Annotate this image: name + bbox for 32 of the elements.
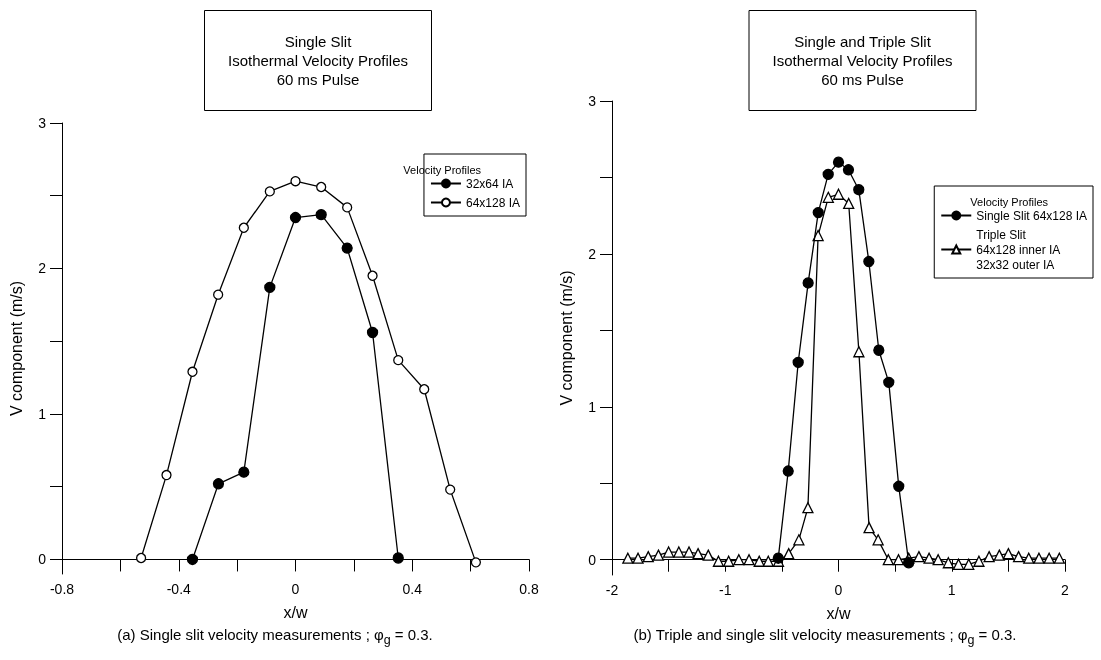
y-tick-label: 2 [38, 260, 47, 277]
x-tick-label: -1 [719, 582, 732, 598]
y-axis-title: V component (m/s) [7, 280, 25, 417]
y-tick-label: 1 [38, 405, 47, 422]
legend-title: Velocity Profiles [970, 195, 1049, 208]
y-tick-label: 1 [588, 398, 597, 415]
chart-title: Single Slit Isothermal Velocity Profiles 60 ms Pulse [227, 33, 409, 88]
x-tick-label: 0 [834, 582, 843, 598]
x-tick-label: 0.4 [402, 581, 423, 597]
legend-label: Single Slit 64x128 IA [976, 208, 1088, 223]
x-axis-title: x/w [826, 604, 851, 622]
x-axis-title: x/w [283, 603, 308, 621]
legend-title: Velocity Profiles [403, 163, 482, 176]
y-tick-label: 0 [38, 551, 47, 568]
y-axis-title: V component (m/s) [557, 270, 575, 406]
y-tick-label: 3 [38, 115, 47, 131]
y-tick-label: 3 [588, 93, 597, 109]
text: (b) Triple and single slit velocity measurements ; φ$_{g}$ = 0.3. [632, 626, 1018, 647]
legend-label: 32x64 IA [465, 176, 514, 191]
legend-label: Triple Slit 64x128 inner IA 32x32 outer IA [976, 227, 1061, 272]
legend-label: 64x128 IA [465, 195, 521, 210]
chart-title: Single and Triple Slit Isothermal Velocity Profiles 60 ms Pulse [772, 33, 953, 88]
x-tick-label: 1 [947, 582, 956, 598]
x-tick-label: 2 [1061, 582, 1070, 598]
x-tick-label: -0.4 [166, 581, 192, 597]
x-tick-label: -0.8 [49, 581, 75, 597]
x-tick-label: 0.8 [519, 581, 539, 597]
y-tick-label: 0 [588, 551, 597, 568]
text: (a) Single slit velocity measurements ; φ$_{g}$ = 0.3. [116, 626, 434, 647]
x-tick-label: 0 [291, 581, 300, 597]
y-tick-label: 2 [588, 245, 597, 262]
x-tick-label: -2 [605, 582, 619, 598]
